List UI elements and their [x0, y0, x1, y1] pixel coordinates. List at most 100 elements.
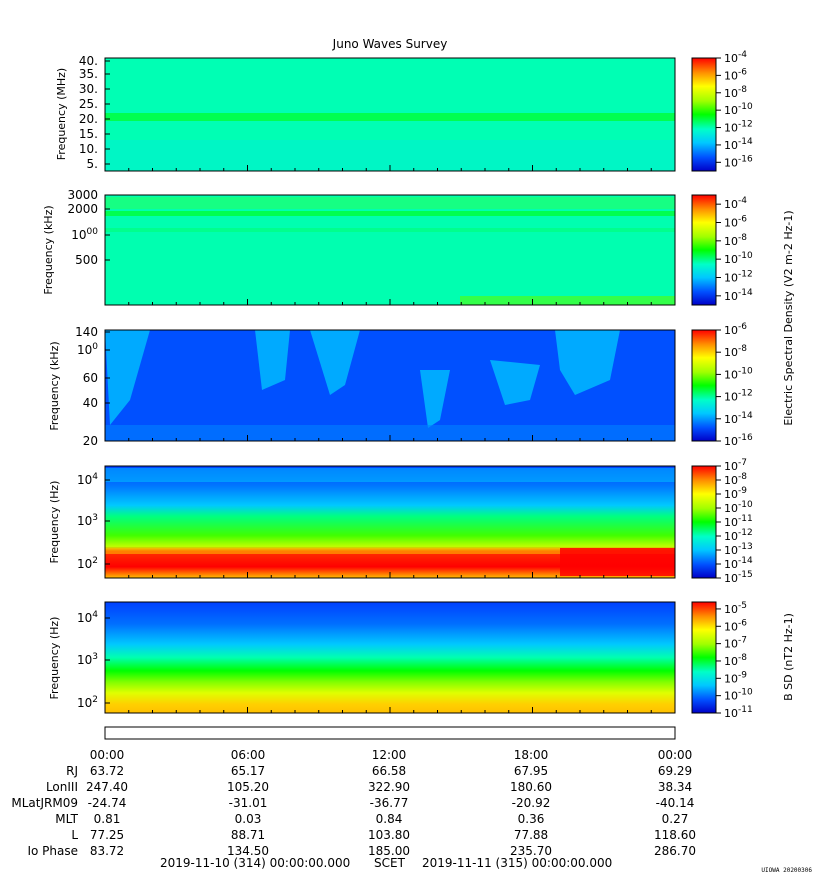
y-tick-label: 102	[77, 695, 98, 710]
time-label: 06:00	[230, 748, 266, 762]
time-label: 12:00	[371, 748, 407, 762]
colorbar-tick-label: 10-8	[724, 653, 747, 668]
panel-hfr-high	[104, 57, 676, 172]
ephemeris-value: 77.25	[89, 828, 125, 842]
footer-start: 2019-11-10 (314) 00:00:00.000	[160, 856, 351, 870]
time-label: 18:00	[513, 748, 549, 762]
colorbar-tick-label: 10-4	[724, 196, 747, 211]
ephemeris-value: 66.58	[371, 764, 407, 778]
y-tick-label: 20.	[79, 112, 98, 126]
y-tick-label: 2000	[67, 202, 98, 216]
colorbar-tick-label: 10-8	[724, 85, 747, 100]
ephemeris-row-label: L	[71, 828, 78, 842]
ylabel-hz-1: Frequency (Hz)	[48, 481, 61, 564]
colorbar-tick-label: 10-6	[724, 67, 747, 82]
colorbar-tick-label: 10-14	[724, 411, 753, 426]
y-tick-label: 35.	[79, 67, 98, 81]
ephemeris-value: -20.92	[511, 796, 551, 810]
chart-title: Juno Waves Survey	[332, 37, 448, 51]
time-label: 00:00	[657, 748, 693, 762]
ephemeris-value: 0.03	[234, 812, 262, 826]
panel-lfr-low	[104, 465, 676, 579]
ephemeris-value: 38.34	[657, 780, 693, 794]
colorbar-tick-label: 10-10	[724, 102, 753, 117]
ephemeris-value: 180.60	[510, 780, 552, 794]
colorbar-tick-label: 10-6	[724, 215, 747, 230]
ephemeris-row-label: MLT	[55, 812, 78, 826]
colorbar-tick-label: 10-10	[724, 251, 753, 266]
y-tick-label: 104	[77, 472, 98, 487]
ephemeris-value: -36.77	[369, 796, 409, 810]
y-tick-label: 15.	[79, 127, 98, 141]
ephemeris-row-label: Io Phase	[27, 844, 78, 858]
ephemeris-value: 235.70	[510, 844, 552, 858]
panel-magnetic	[104, 601, 676, 714]
ephemeris-value: 103.80	[368, 828, 410, 842]
y-tick-label: 60	[83, 371, 98, 385]
time-label: 00:00	[89, 748, 125, 762]
y-tick-label: 1000	[71, 227, 98, 242]
y-tick-label: 40.	[79, 54, 98, 68]
y-tick-label: 104	[77, 610, 98, 625]
colorbar-tick-label: 10-10	[724, 500, 753, 515]
ephemeris-value: 63.72	[89, 764, 125, 778]
ephemeris-value: -24.74	[87, 796, 127, 810]
ephemeris-value: 185.00	[368, 844, 410, 858]
colorbar-tick-label: 10-16	[724, 154, 753, 169]
ephemeris-value: 0.81	[93, 812, 121, 826]
ephemeris-value: 118.60	[654, 828, 696, 842]
colorbar-tick-label: 10-4	[724, 50, 747, 65]
colorbar-tick-label: 10-8	[724, 344, 747, 359]
ephemeris-value: 286.70	[654, 844, 696, 858]
y-tick-label: 103	[77, 652, 98, 667]
ephemeris-value: 247.40	[86, 780, 128, 794]
y-tick-label: 40	[83, 396, 98, 410]
y-tick-label: 140	[75, 325, 98, 339]
colorbar-tick-label: 10-5	[724, 601, 747, 616]
colorbar-ticks: 10-4 10-6 10-8 10-10 10-12 10-14 10-16 10-4 10-6…	[716, 50, 753, 720]
ephemeris-row-label: MLatJRM09	[11, 796, 78, 810]
colorbar-label-electric: Electric Spectral Density (V2 m-2 Hz-1)	[782, 210, 795, 425]
ephemeris-value: 0.27	[661, 812, 689, 826]
ephemeris-value: 69.29	[657, 764, 693, 778]
y-tick-label: 20	[83, 434, 98, 448]
colorbar-tick-label: 10-10	[724, 688, 753, 703]
ephemeris-value: 88.71	[230, 828, 266, 842]
ephemeris-row-label: LonIII	[45, 780, 78, 794]
colorbar-tick-label: 10-10	[724, 366, 753, 381]
ephemeris-value: -31.01	[228, 796, 268, 810]
y-tick-label: 10.	[79, 142, 98, 156]
y-tick-label: 100	[77, 342, 98, 357]
footer-end: 2019-11-11 (315) 00:00:00.000	[422, 856, 613, 870]
y-tick-label: 500	[75, 253, 98, 267]
colorbar-tick-label: 10-14	[724, 137, 753, 152]
ephemeris-value: 322.90	[368, 780, 410, 794]
panel-hfr-low	[104, 194, 676, 306]
colorbars	[691, 57, 717, 714]
ephemeris-row-label: RJ	[66, 764, 78, 778]
y-tick-label: 103	[77, 513, 98, 528]
ylabel-mhz: Frequency (MHz)	[55, 68, 68, 160]
colorbar-tick-label: 10-11	[724, 705, 753, 720]
colorbar-tick-label: 10-12	[724, 270, 753, 285]
y-tick-label: 30.	[79, 82, 98, 96]
ylabel-khz-1: Frequency (kHz)	[42, 205, 55, 294]
colorbar-tick-label: 10-11	[724, 514, 753, 529]
colorbar-tick-label: 10-7	[724, 458, 747, 473]
colorbar-tick-label: 10-9	[724, 670, 747, 685]
colorbar-tick-label: 10-15	[724, 570, 753, 585]
colorbar-tick-label: 10-6	[724, 322, 747, 337]
ephemeris-value: 67.95	[513, 764, 549, 778]
ephemeris-value: 0.36	[517, 812, 545, 826]
colorbar-tick-label: 10-6	[724, 618, 747, 633]
ylabel-khz-2: Frequency (kHz)	[48, 341, 61, 430]
colorbar-tick-label: 10-12	[724, 528, 753, 543]
y-tick-label: 3000	[67, 188, 98, 202]
footer-scet: SCET	[374, 856, 405, 870]
time-axis-strip	[104, 726, 676, 740]
colorbar-tick-label: 10-14	[724, 556, 753, 571]
colorbar-tick-label: 10-9	[724, 486, 747, 501]
